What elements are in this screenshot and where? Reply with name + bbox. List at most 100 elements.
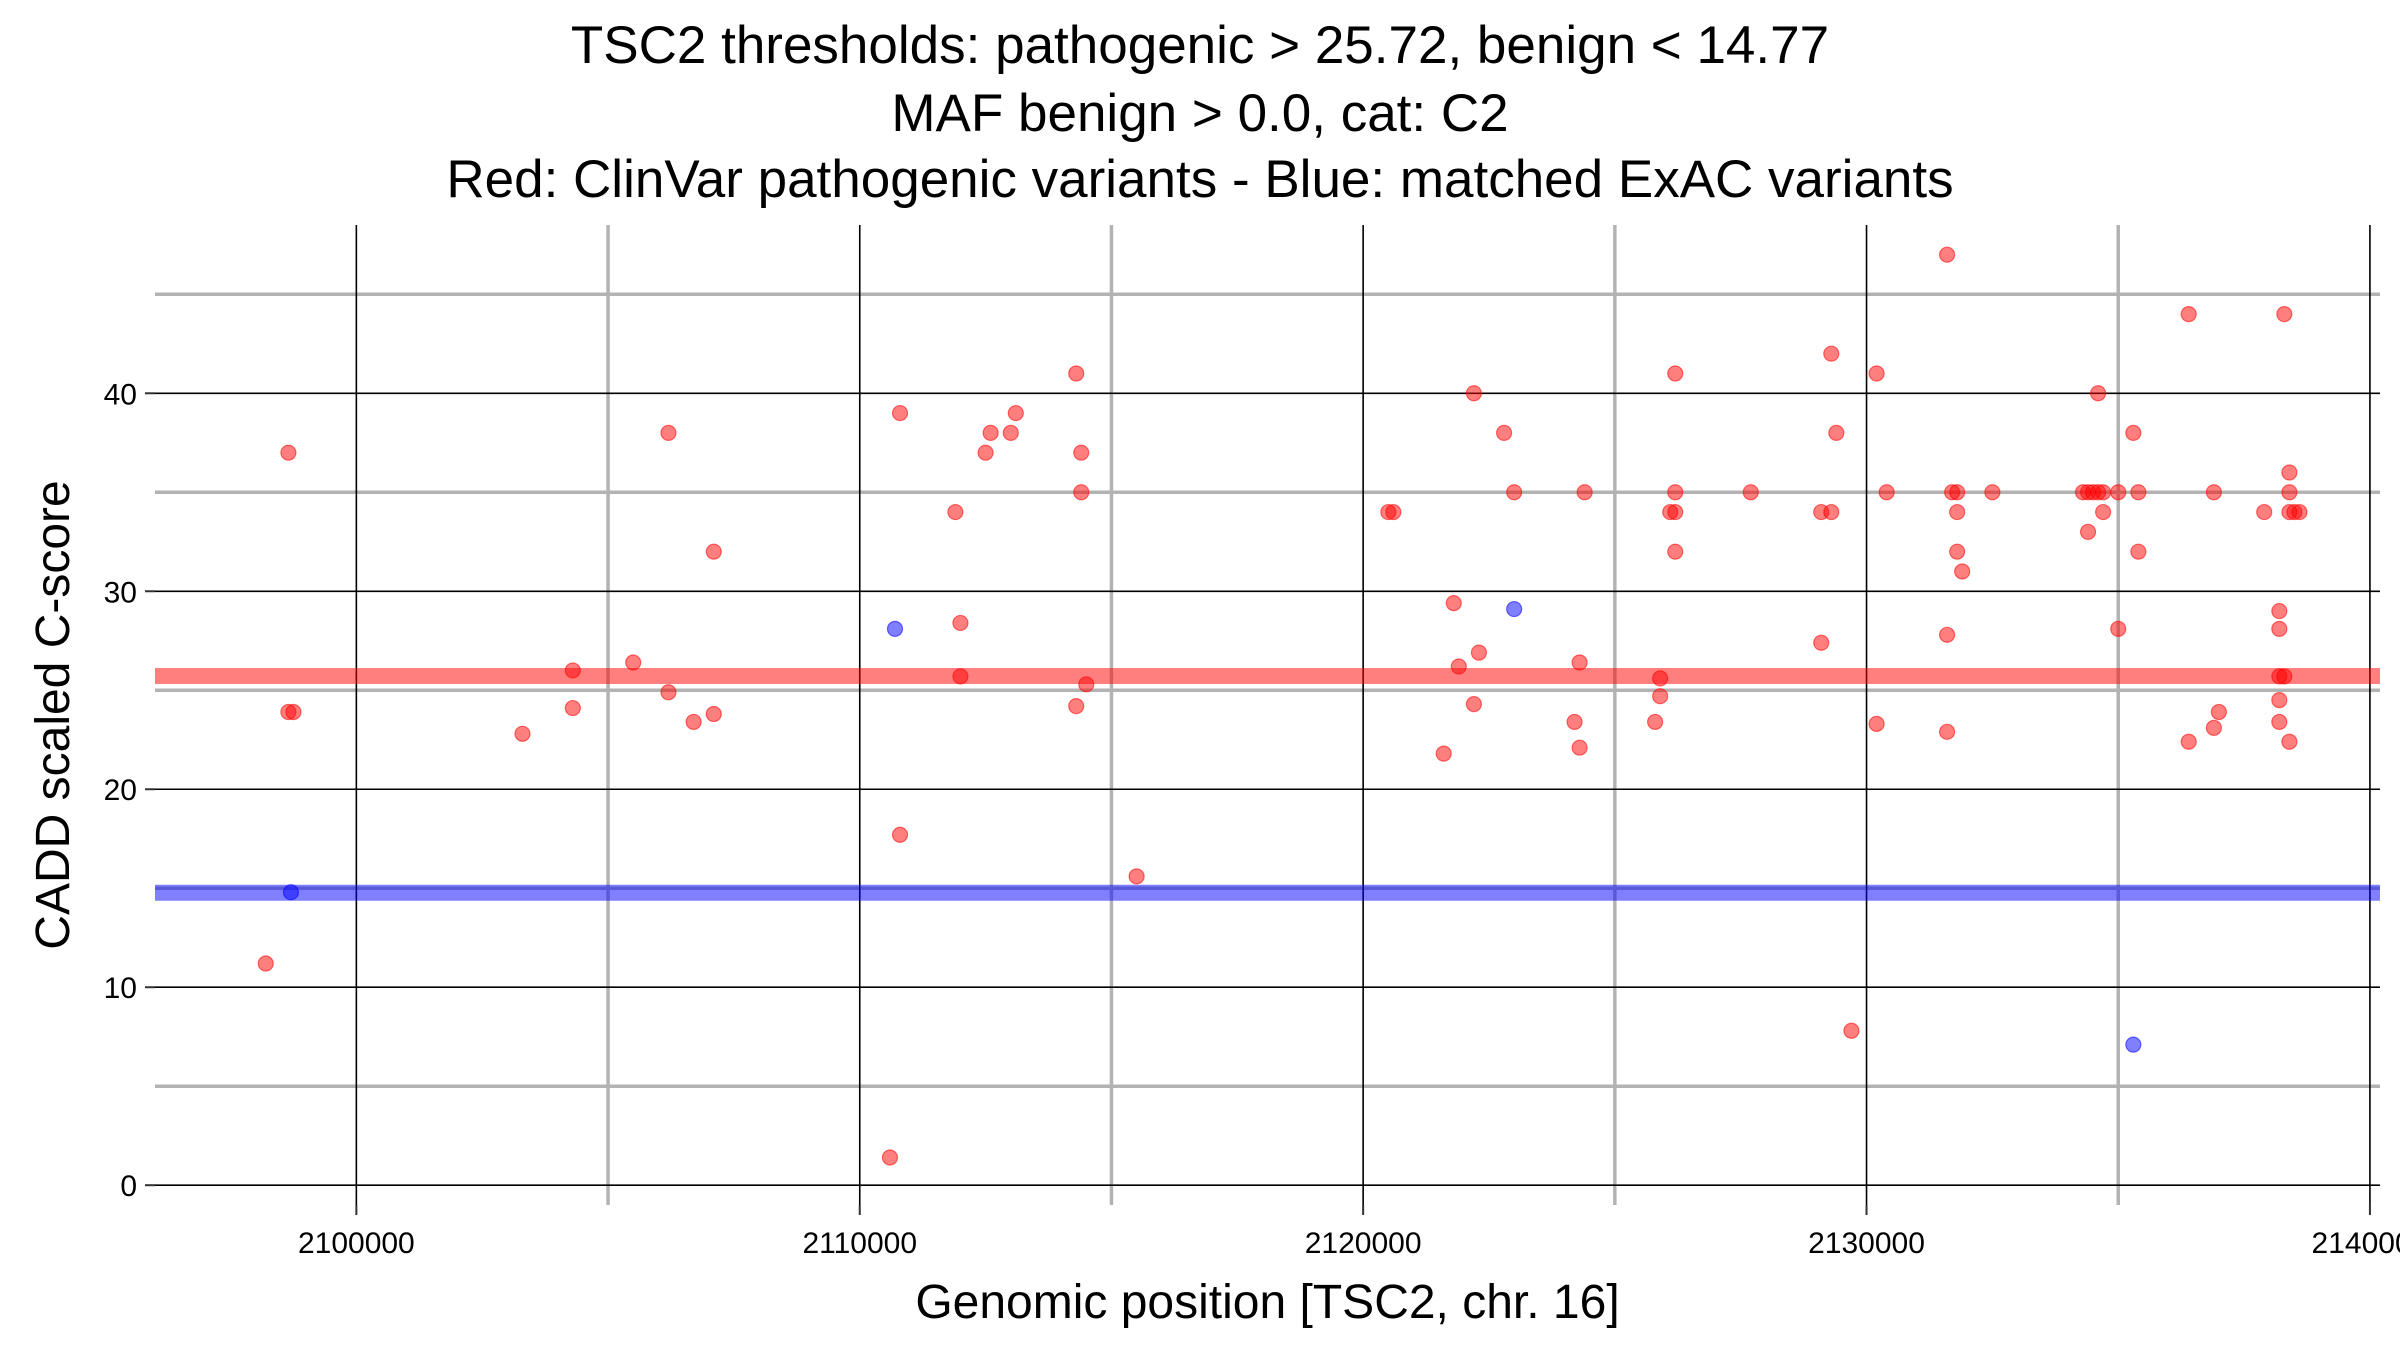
x-tick-label: 2100000 [298, 1227, 415, 1260]
pathogenic-point [1938, 626, 1956, 643]
pathogenic-point [1007, 404, 1024, 422]
pathogenic-point [1576, 484, 1593, 501]
y-tick-label: 0 [120, 1170, 137, 1203]
pathogenic-point [1385, 503, 1402, 521]
y-axis-title: CADD scaled C-score [27, 480, 80, 949]
pathogenic-point [1667, 543, 1684, 560]
benign-point [282, 884, 300, 901]
pathogenic-point [2281, 484, 2298, 501]
pathogenic-point [891, 826, 909, 843]
pathogenic-point [1938, 723, 1956, 740]
pathogenic-point [2210, 703, 2228, 721]
y-tick-label: 30 [104, 576, 137, 609]
y-tick-label: 20 [104, 774, 137, 807]
pathogenic-point [1506, 484, 1523, 501]
pathogenic-point [685, 713, 702, 731]
pathogenic-point [1073, 484, 1090, 501]
data-points [257, 246, 2308, 1166]
pathogenic-point [280, 444, 297, 461]
pathogenic-point [1823, 345, 1840, 362]
pathogenic-point [952, 668, 969, 685]
pathogenic-point [2205, 484, 2222, 501]
pathogenic-point [2130, 543, 2147, 560]
benign-point [886, 620, 904, 637]
pathogenic-point [2125, 424, 2142, 441]
pathogenic-point [705, 705, 722, 723]
axes: 0 10 20 30 40 2100000 2110000 2120000 2130000 214… [104, 378, 2400, 1260]
pathogenic-point [705, 543, 722, 560]
pathogenic-point [564, 662, 581, 679]
y-tick-label: 10 [104, 972, 137, 1005]
pathogenic-point [1823, 503, 1840, 521]
pathogenic-point [1002, 424, 1019, 441]
x-axis-title: Genomic position [TSC2, chr. 16] [915, 1276, 1619, 1329]
pathogenic-point [1742, 484, 1759, 501]
pathogenic-point [2180, 733, 2197, 750]
pathogenic-point [1068, 365, 1085, 382]
pathogenic-point [1435, 745, 1452, 762]
chart-title-line-3: Red: ClinVar pathogenic variants - Blue:… [446, 150, 1954, 209]
pathogenic-point [977, 444, 994, 461]
pathogenic-point [1667, 484, 1684, 501]
pathogenic-point [660, 424, 677, 441]
pathogenic-point [660, 684, 677, 701]
pathogenic-point [285, 703, 302, 721]
pathogenic-point [2180, 305, 2197, 323]
pathogenic-point [1068, 697, 1085, 715]
pathogenic-point [2276, 668, 2293, 685]
x-tick-label: 2130000 [1808, 1227, 1925, 1260]
pathogenic-point [952, 614, 969, 632]
pathogenic-point [2271, 602, 2288, 620]
pathogenic-point [2271, 620, 2288, 637]
pathogenic-point [2291, 503, 2308, 521]
pathogenic-point [2110, 620, 2127, 637]
pathogenic-point [1878, 484, 1895, 501]
pathogenic-point [1571, 739, 1588, 756]
x-tick-label: 2120000 [1305, 1227, 1422, 1260]
pathogenic-point [1073, 444, 1090, 461]
threshold-bands [155, 667, 2380, 901]
pathogenic-point [891, 404, 909, 422]
pathogenic-point [2110, 484, 2127, 501]
pathogenic-point [1647, 713, 1664, 731]
pathogenic-point [1652, 688, 1669, 705]
pathogenic-point [1495, 424, 1513, 441]
pathogenic-point [1843, 1022, 1860, 1039]
pathogenic-point [1954, 563, 1971, 580]
chart-title-line-1: TSC2 thresholds: pathogenic > 25.72, ben… [570, 16, 1830, 75]
pathogenic-point [1566, 713, 1583, 731]
pathogenic-point [1938, 246, 1956, 263]
pathogenic-point [1949, 543, 1966, 560]
pathogenic-point [625, 654, 642, 671]
pathogenic-point [2130, 484, 2147, 501]
x-tick-label: 2140000 [2312, 1227, 2400, 1260]
pathogenic-point [982, 424, 999, 441]
pathogenic-point [1571, 654, 1588, 671]
pathogenic-point [2095, 503, 2112, 521]
pathogenic-point [2281, 733, 2298, 750]
pathogenic-point [514, 725, 531, 742]
pathogenic-point [1667, 503, 1684, 521]
pathogenic-point [1128, 868, 1145, 885]
pathogenic-point [1984, 484, 2001, 501]
pathogenic-point [1078, 676, 1095, 693]
x-tick-label: 2110000 [802, 1227, 917, 1260]
pathogenic-point [1450, 658, 1467, 675]
pathogenic-point [1445, 595, 1462, 612]
pathogenic-point [1652, 670, 1669, 687]
pathogenic-point [2276, 305, 2293, 323]
pathogenic-point [257, 955, 274, 972]
pathogenic-point [1868, 365, 1885, 382]
pathogenic-point [1667, 365, 1684, 382]
pathogenic-point [564, 699, 581, 717]
y-tick-label: 40 [104, 378, 137, 411]
pathogenic-point [1465, 696, 1482, 713]
pathogenic-point [2089, 385, 2107, 402]
pathogenic-point [1949, 484, 1966, 501]
pathogenic-point [2256, 503, 2273, 521]
pathogenic-point [1949, 503, 1966, 521]
pathogenic-point [1828, 424, 1845, 441]
pathogenic-point [1470, 644, 1488, 661]
chart-title-line-2: MAF benign > 0.0, cat: C2 [891, 84, 1509, 143]
